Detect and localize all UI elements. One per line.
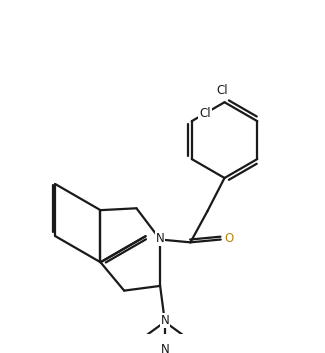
Text: N: N — [161, 315, 169, 328]
Text: N: N — [156, 232, 164, 245]
Text: Cl: Cl — [199, 107, 211, 120]
Text: N: N — [161, 343, 169, 353]
Text: O: O — [225, 232, 234, 245]
Text: Cl: Cl — [217, 84, 228, 97]
